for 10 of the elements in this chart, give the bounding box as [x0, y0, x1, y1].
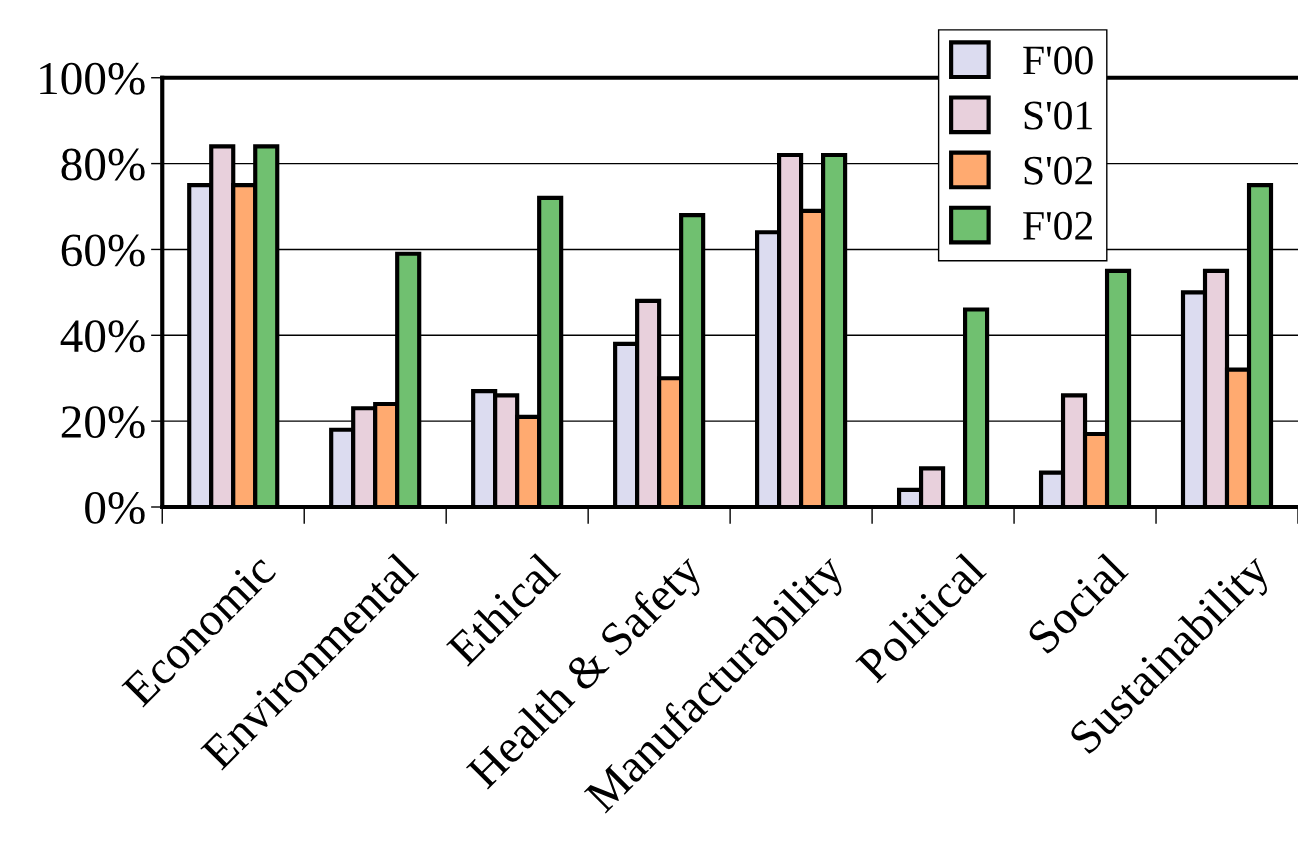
y-tick-label: 100%: [40, 62, 145, 95]
y-tick-label: 0%: [85, 491, 145, 524]
legend-label: S'01: [1024, 101, 1092, 130]
legend-label: S'02: [1024, 156, 1093, 185]
legend-label: F'00: [1023, 46, 1093, 75]
y-tick-label: 40%: [60, 320, 145, 353]
legend-label: F'02: [1023, 211, 1093, 240]
y-tick-label: 20%: [61, 406, 145, 439]
y-tick-label: 80%: [61, 148, 145, 181]
y-tick-label: 60%: [61, 234, 145, 267]
